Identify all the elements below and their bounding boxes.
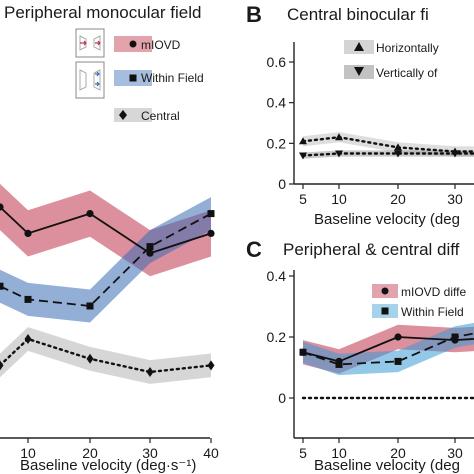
panel-b-title: Central binocular fi xyxy=(287,5,429,24)
legend-b-vertical: Vertically of xyxy=(344,65,438,80)
panel-a-x-ticks: 10 20 30 40 xyxy=(20,438,219,461)
marker-a-2-3 xyxy=(146,367,154,377)
x-tick-label-a-3: 40 xyxy=(203,445,219,461)
marker-a-1-3 xyxy=(146,243,154,251)
band-c-1 xyxy=(303,322,474,376)
x-tick-label-c-1: 10 xyxy=(331,445,347,461)
series-line-c-1 xyxy=(302,332,474,366)
panel-c-y-ticks: 0 0.2 0.4 xyxy=(267,268,294,406)
panel-c-x-label: Baseline velocity (deg xyxy=(314,457,460,474)
marker-c-1-3 xyxy=(451,333,459,341)
legend-c-miovd: mIOVD diffe xyxy=(372,284,466,299)
x-tick-label-b-3: 30 xyxy=(447,191,463,207)
panel-b-x-label: Baseline velocity (deg xyxy=(314,211,460,228)
panel-a-x-label: Baseline velocity (deg·s⁻¹) xyxy=(20,457,196,474)
marker-a-0-0 xyxy=(0,203,4,211)
y-tick-label-b-1: 0.2 xyxy=(267,135,287,151)
marker-b-0-2 xyxy=(394,143,402,151)
legend-a-central: Central xyxy=(114,108,180,123)
marker-c-0-2 xyxy=(394,333,402,341)
panel-a-markers xyxy=(0,203,215,377)
y-tick-label-c-1: 0.2 xyxy=(267,329,287,345)
marker-a-0-3 xyxy=(146,249,154,257)
marker-a-1-1 xyxy=(24,295,32,303)
legend-c-within: Within Field xyxy=(372,304,464,319)
panel-a-title: Peripheral monocular field xyxy=(4,3,202,22)
panel-a-bands xyxy=(0,183,211,384)
legend-b-vertical-label: Vertically of xyxy=(376,66,438,80)
marker-a-2-2 xyxy=(86,353,94,364)
marker-b-1-2 xyxy=(394,150,402,158)
marker-b-1-3 xyxy=(451,150,459,158)
marker-c-1-2 xyxy=(394,357,402,365)
band-a-1 xyxy=(0,197,211,323)
panel-central-binocular: B Central binocular fi Horizontally Vert… xyxy=(246,2,474,228)
legend-b-horizontal: Horizontally xyxy=(344,40,439,55)
panel-peripheral-monocular: Peripheral monocular field mIOVD xyxy=(0,3,219,474)
marker-a-0-4 xyxy=(207,229,215,237)
series-line-a-1 xyxy=(0,212,212,307)
x-tick-label-c-2: 20 xyxy=(390,445,406,461)
x-tick-label-b-1: 10 xyxy=(331,191,347,207)
x-tick-label-c-3: 30 xyxy=(447,445,463,461)
band-a-2 xyxy=(0,327,211,384)
panel-b-y-ticks: 0 0.2 0.4 0.6 xyxy=(267,54,294,192)
x-tick-label-b-0: 5 xyxy=(299,191,307,207)
panel-b-x-ticks: 5 10 20 30 xyxy=(299,184,463,207)
marker-a-0-1 xyxy=(24,229,32,237)
y-tick-label-b-0: 0 xyxy=(278,176,286,192)
marker-b-0-0 xyxy=(299,137,307,145)
field-diagram-icon-bottom xyxy=(75,61,105,99)
y-tick-label-c-2: 0.4 xyxy=(267,268,287,284)
panel-c-markers xyxy=(299,333,459,368)
marker-a-2-4 xyxy=(207,360,215,371)
panel-c-title: Peripheral & central diff xyxy=(283,240,460,259)
panel-c-letter: C xyxy=(246,237,262,262)
marker-a-1-4 xyxy=(207,210,215,218)
legend-c-within-label: Within Field xyxy=(401,305,464,319)
y-tick-label-c-0: 0 xyxy=(278,390,286,406)
panel-b-markers xyxy=(299,133,459,160)
panel-c-x-ticks: 5 10 20 30 xyxy=(299,438,463,461)
x-tick-label-a-0: 10 xyxy=(20,445,36,461)
legend-a-miovd: mIOVD xyxy=(114,36,181,52)
marker-b-1-0 xyxy=(299,152,307,160)
x-tick-label-c-0: 5 xyxy=(299,445,307,461)
marker-a-1-2 xyxy=(86,302,94,310)
legend-c-miovd-label: mIOVD diffe xyxy=(401,285,466,299)
panel-b-letter: B xyxy=(246,2,262,27)
marker-a-2-1 xyxy=(24,334,32,344)
legend-a-within-label: Within Field xyxy=(141,71,204,85)
field-diagram-icon-top xyxy=(75,28,105,58)
legend-b-horizontal-label: Horizontally xyxy=(376,41,439,55)
marker-a-2-0 xyxy=(0,360,4,371)
marker-a-1-0 xyxy=(0,282,4,290)
panel-peripheral-central-diff: C Peripheral & central diff mIOVD diffe … xyxy=(246,237,474,474)
marker-b-0-1 xyxy=(335,133,343,141)
marker-a-0-2 xyxy=(86,210,94,218)
legend-a-within: Within Field xyxy=(114,70,204,86)
y-tick-label-b-2: 0.4 xyxy=(267,95,287,111)
legend-a-central-label: Central xyxy=(141,109,180,123)
y-tick-label-b-3: 0.6 xyxy=(267,54,287,70)
panel-c-bands xyxy=(303,322,474,376)
marker-c-1-0 xyxy=(299,348,307,356)
marker-b-1-1 xyxy=(335,150,343,158)
x-tick-label-b-2: 20 xyxy=(390,191,406,207)
marker-c-1-1 xyxy=(335,360,343,368)
x-tick-label-a-2: 30 xyxy=(142,445,158,461)
x-tick-label-a-1: 20 xyxy=(82,445,98,461)
legend-a-miovd-label: mIOVD xyxy=(141,38,181,52)
